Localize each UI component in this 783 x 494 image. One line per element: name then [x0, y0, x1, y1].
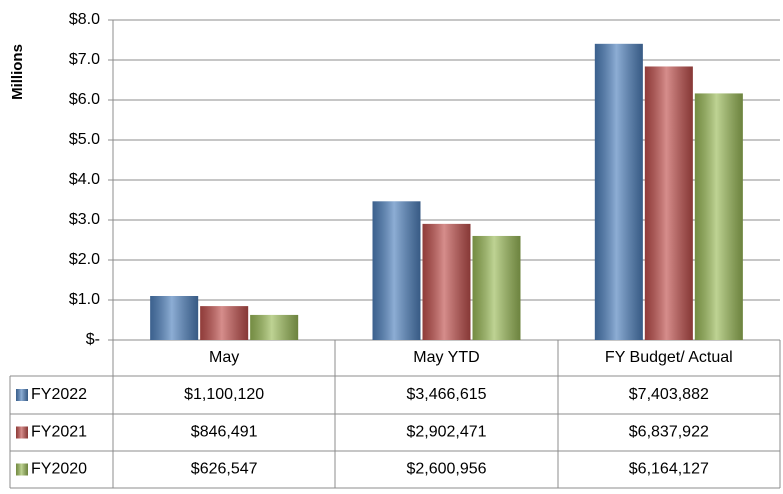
legend-swatch-shine: [16, 389, 28, 401]
table-value: $6,164,127: [629, 461, 709, 478]
table-value: $846,491: [191, 424, 258, 441]
y-tick-label: $7.0: [69, 51, 100, 68]
legend-swatch-shine: [16, 426, 28, 439]
table-value: $2,902,471: [406, 424, 486, 441]
bar-shine: [694, 93, 743, 340]
category-label: FY Budget/ Actual: [605, 349, 733, 366]
table-value: $1,100,120: [184, 386, 264, 403]
bar-shine: [594, 43, 643, 340]
legend-label: FY2021: [31, 424, 87, 441]
table-value: $6,837,922: [629, 424, 709, 441]
bar-shine: [472, 235, 521, 340]
bar-shine: [644, 66, 693, 340]
y-tick-label: $4.0: [69, 171, 100, 188]
y-tick-label: $8.0: [69, 11, 100, 28]
y-axis-title: Millions: [9, 44, 26, 100]
y-tick-label: $-: [86, 331, 100, 348]
legend-swatch-shine: [16, 463, 28, 476]
table-value: $7,403,882: [629, 386, 709, 403]
y-tick-label: $2.0: [69, 251, 100, 268]
y-tick-label: $1.0: [69, 291, 100, 308]
table-value: $3,466,615: [406, 386, 486, 403]
y-tick-label: $3.0: [69, 211, 100, 228]
bar-shine: [422, 223, 471, 340]
category-label: May: [209, 349, 239, 366]
bar-shine: [250, 314, 299, 340]
category-label: May YTD: [413, 349, 479, 366]
bar-shine: [150, 295, 199, 340]
data-table-frame: [9, 20, 781, 489]
y-tick-label: $6.0: [69, 91, 100, 108]
y-tick-label: $5.0: [69, 131, 100, 148]
bar-shine: [372, 201, 421, 340]
table-value: $626,547: [191, 461, 258, 478]
legend-label: FY2022: [31, 386, 87, 403]
legend-label: FY2020: [31, 461, 87, 478]
bar-shine: [200, 306, 249, 340]
table-value: $2,600,956: [406, 461, 486, 478]
